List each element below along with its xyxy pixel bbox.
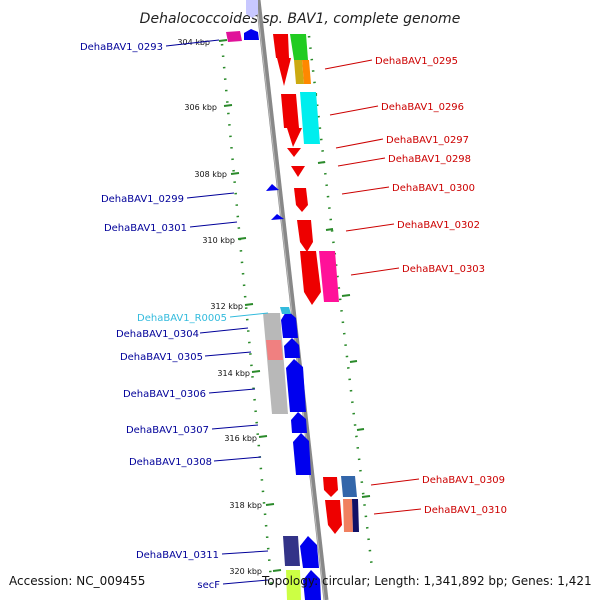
gene-arrow[interactable] (300, 251, 321, 305)
reverse-strand-genes (226, 29, 321, 600)
gene-arrow[interactable] (281, 94, 302, 147)
tick-label: 314 kbp (217, 369, 250, 378)
map-title: Dehalococcoides sp. BAV1, complete genom… (140, 11, 461, 27)
gene-label[interactable]: DehaBAV1_0302 (397, 220, 480, 231)
gene-label[interactable]: DehaBAV1_0304 (116, 329, 199, 340)
forward-gene-labels: DehaBAV1_0295 DehaBAV1_0296 DehaBAV1_029… (375, 56, 507, 516)
gene-label[interactable]: DehaBAV1_0299 (101, 194, 184, 205)
reverse-gene-labels: DehaBAV1_0293 DehaBAV1_0299 DehaBAV1_030… (80, 42, 220, 591)
outer-ring-dots (307, 35, 374, 569)
rna-gene-label[interactable]: DehaBAV1_R0005 (137, 313, 227, 324)
gene-box[interactable] (352, 499, 359, 532)
gene-box[interactable] (319, 251, 339, 302)
tick-mark (218, 39, 228, 42)
gene-box[interactable] (263, 313, 288, 414)
gene-box[interactable] (266, 340, 283, 360)
gene-label[interactable]: DehaBAV1_0298 (388, 154, 471, 165)
tick-mark (244, 303, 254, 306)
gene-arrow[interactable] (297, 220, 313, 252)
scale-tick-labels: 304 kbp 306 kbp 308 kbp 310 kbp 312 kbp … (177, 38, 262, 576)
gene-box[interactable] (283, 536, 300, 566)
gene-label[interactable]: DehaBAV1_0306 (123, 389, 206, 400)
gene-box[interactable] (341, 476, 357, 497)
gene-box[interactable] (294, 60, 304, 84)
tick-mark (223, 104, 233, 107)
tick-mark (251, 370, 261, 373)
tick-mark (230, 172, 240, 175)
tick-label: 310 kbp (202, 236, 235, 245)
gene-arrow[interactable] (294, 188, 308, 212)
gene-arrow[interactable] (286, 359, 306, 412)
tick-mark (265, 503, 275, 506)
tick-label: 320 kbp (229, 567, 262, 576)
gene-arrow[interactable] (291, 166, 305, 177)
gene-arrow[interactable] (271, 214, 284, 220)
gene-arrow[interactable] (325, 500, 342, 534)
tick-mark (272, 569, 282, 572)
gene-arrow[interactable] (287, 148, 301, 157)
tick-label: 306 kbp (184, 103, 217, 112)
tick-label: 308 kbp (194, 170, 227, 179)
gene-label[interactable]: DehaBAV1_0311 (136, 550, 219, 561)
gene-label[interactable]: DehaBAV1_0296 (381, 102, 464, 113)
gene-arrow[interactable] (266, 184, 279, 191)
gene-label[interactable]: secF (197, 580, 220, 591)
tick-mark (258, 435, 268, 438)
gene-box[interactable] (343, 499, 353, 532)
gene-label[interactable]: DehaBAV1_0293 (80, 42, 163, 53)
gene-label[interactable]: DehaBAV1_0303 (402, 264, 485, 275)
rna-gene[interactable] (280, 307, 291, 314)
gene-arrow[interactable] (303, 570, 321, 600)
gene-label[interactable]: DehaBAV1_0305 (120, 352, 203, 363)
gene-label[interactable]: DehaBAV1_0307 (126, 425, 209, 436)
gene-box[interactable] (286, 570, 301, 600)
gene-arrow[interactable] (226, 31, 242, 42)
gene-box[interactable] (290, 34, 308, 60)
gene-arrow[interactable] (284, 338, 300, 358)
tick-label: 316 kbp (224, 434, 257, 443)
gene-label[interactable]: DehaBAV1_0309 (422, 475, 505, 486)
faded-feature (246, 0, 258, 18)
leader-lines (165, 39, 422, 585)
gene-label[interactable]: DehaBAV1_0308 (129, 457, 212, 468)
gene-box[interactable] (300, 92, 320, 144)
gene-arrow[interactable] (273, 34, 291, 86)
gene-arrow[interactable] (291, 412, 307, 433)
gene-label[interactable]: DehaBAV1_0301 (104, 223, 187, 234)
gene-label[interactable]: DehaBAV1_0295 (375, 56, 458, 67)
forward-strand-genes (273, 34, 359, 534)
gene-arrow[interactable] (293, 433, 311, 475)
gene-arrow[interactable] (300, 536, 319, 568)
gene-label[interactable]: DehaBAV1_0300 (392, 183, 475, 194)
accession-text: Accession: NC_009455 (9, 574, 146, 588)
gene-arrow[interactable] (281, 310, 298, 338)
gene-arrow[interactable] (244, 29, 259, 40)
gene-label[interactable]: DehaBAV1_0297 (386, 135, 469, 146)
tick-label: 312 kbp (210, 302, 243, 311)
tick-mark (237, 237, 247, 240)
gene-arrow[interactable] (323, 477, 338, 497)
gene-label[interactable]: DehaBAV1_0310 (424, 505, 507, 516)
tick-label: 318 kbp (229, 501, 262, 510)
topology-text: Topology: circular; Length: 1,341,892 bp… (262, 574, 592, 588)
gene-box[interactable] (302, 60, 311, 84)
genome-backbone (255, 0, 329, 600)
